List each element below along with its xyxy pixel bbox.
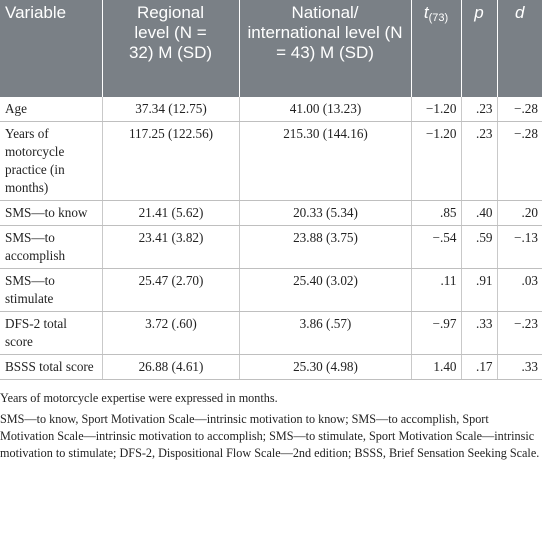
header-p: p: [461, 0, 498, 97]
cell-t: .85: [411, 200, 462, 226]
cell-regional: 117.25 (122.56): [102, 121, 240, 201]
table-row: Years of motorcycle practice (in months)…: [0, 121, 542, 201]
table-row: SMS—to know 21.41 (5.62) 20.33 (5.34) .8…: [0, 200, 542, 226]
table-row: DFS-2 total score 3.72 (.60) 3.86 (.57) …: [0, 311, 542, 355]
cell-p: .23: [461, 121, 498, 201]
cell-variable: Years of motorcycle practice (in months): [0, 121, 103, 201]
table-notes: Years of motorcycle expertise were expre…: [0, 380, 542, 462]
cell-d: −.28: [497, 97, 542, 122]
cell-t: −.54: [411, 225, 462, 269]
header-variable: Variable: [0, 0, 103, 97]
cell-variable: Age: [0, 97, 103, 122]
cell-d: .20: [497, 200, 542, 226]
cell-d: .33: [497, 354, 542, 380]
comparison-table: Variable Regional level (N = 32) M (SD) …: [0, 0, 542, 380]
header-d: d: [497, 0, 542, 97]
cell-t: 1.40: [411, 354, 462, 380]
cell-p: .23: [461, 97, 498, 122]
cell-national: 25.40 (3.02): [239, 268, 412, 312]
cell-national: 25.30 (4.98): [239, 354, 412, 380]
cell-variable: DFS-2 total score: [0, 311, 103, 355]
note-line-2: SMS—to know, Sport Motivation Scale—intr…: [0, 412, 540, 460]
cell-t: −.97: [411, 311, 462, 355]
cell-regional: 26.88 (4.61): [102, 354, 240, 380]
cell-t: .11: [411, 268, 462, 312]
cell-p: .59: [461, 225, 498, 269]
cell-national: 215.30 (144.16): [239, 121, 412, 201]
table-header-row: Variable Regional level (N = 32) M (SD) …: [0, 0, 542, 97]
cell-d: −.13: [497, 225, 542, 269]
header-t-main: t: [423, 3, 429, 22]
table-figure: Variable Regional level (N = 32) M (SD) …: [0, 0, 542, 462]
cell-national: 3.86 (.57): [239, 311, 412, 355]
table-row: Age 37.34 (12.75) 41.00 (13.23) −1.20 .2…: [0, 97, 542, 122]
header-regional: Regional level (N = 32) M (SD): [102, 0, 240, 97]
table-row: BSSS total score 26.88 (4.61) 25.30 (4.9…: [0, 354, 542, 380]
cell-d: −.23: [497, 311, 542, 355]
cell-variable: BSSS total score: [0, 354, 103, 380]
header-national: National/ international level (N = 43) M…: [239, 0, 412, 97]
cell-variable: SMS—to know: [0, 200, 103, 226]
cell-variable: SMS—to accomplish: [0, 225, 103, 269]
cell-d: −.28: [497, 121, 542, 201]
cell-national: 41.00 (13.23): [239, 97, 412, 122]
cell-regional: 37.34 (12.75): [102, 97, 240, 122]
cell-variable: SMS—to stimulate: [0, 268, 103, 312]
cell-t: −1.20: [411, 97, 462, 122]
header-t-sub: (73): [428, 12, 449, 24]
cell-t: −1.20: [411, 121, 462, 201]
table-row: SMS—to accomplish 23.41 (3.82) 23.88 (3.…: [0, 225, 542, 269]
cell-national: 23.88 (3.75): [239, 225, 412, 269]
cell-p: .91: [461, 268, 498, 312]
cell-p: .33: [461, 311, 498, 355]
cell-p: .40: [461, 200, 498, 226]
cell-regional: 21.41 (5.62): [102, 200, 240, 226]
cell-regional: 3.72 (.60): [102, 311, 240, 355]
cell-regional: 23.41 (3.82): [102, 225, 240, 269]
note-line-1: Years of motorcycle expertise were expre…: [0, 391, 278, 405]
header-t: t(73): [411, 0, 462, 97]
cell-regional: 25.47 (2.70): [102, 268, 240, 312]
table-row: SMS—to stimulate 25.47 (2.70) 25.40 (3.0…: [0, 268, 542, 312]
cell-d: .03: [497, 268, 542, 312]
cell-national: 20.33 (5.34): [239, 200, 412, 226]
cell-p: .17: [461, 354, 498, 380]
